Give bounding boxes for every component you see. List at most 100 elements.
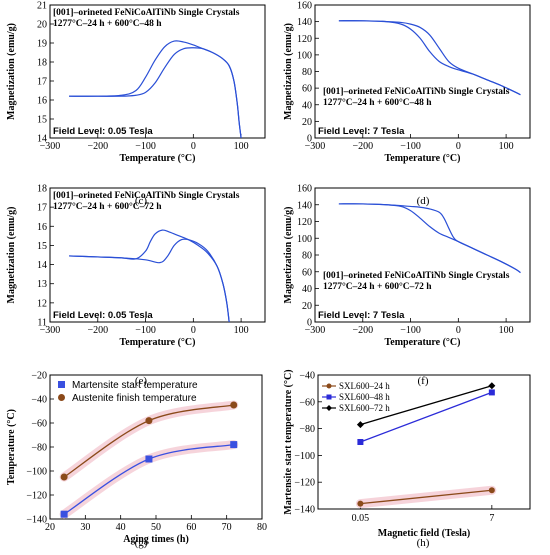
x-tick-label-f: −300 [305, 325, 326, 336]
x-tick-label-c: 100 [234, 141, 249, 152]
y-tick-label-c: 20 [37, 20, 47, 31]
x-tick-label-g: 30 [80, 522, 90, 533]
x-tick-label-d: −200 [352, 141, 373, 152]
data-point-h-1 [488, 487, 495, 494]
y-tick-label-d: 160 [297, 1, 312, 12]
x-tick-label-f: 0 [456, 325, 461, 336]
y-tick-label-g: −100 [26, 467, 47, 478]
y-tick-label-c: 19 [37, 39, 47, 50]
series-line-h-1 [360, 489, 492, 505]
y-tick-label-f: 0 [307, 318, 312, 329]
y-tick-label-d: 140 [297, 17, 312, 28]
legend-label-h-1: SXL600–24 h [339, 381, 390, 391]
y-tick-label-f: 40 [302, 284, 312, 295]
x-tick-label-c: 0 [191, 141, 196, 152]
x-tick-label-d: 100 [499, 141, 514, 152]
data-point-g-2 [145, 417, 153, 425]
annotation-d-1: [001]–orineted FeNiCoAlTiNb Single Cryst… [323, 87, 510, 97]
legend-label-h-2: SXL600–48 h [339, 392, 390, 402]
y-tick-label-e: 12 [37, 298, 47, 309]
data-point-g-2 [60, 473, 68, 481]
series-line-e-2 [69, 238, 230, 322]
x-tick-label-e: 100 [234, 325, 249, 336]
x-tick-label-g: 40 [116, 522, 126, 533]
field-level-e: Field Level: 0.05 Tesla [53, 310, 153, 321]
annotation-c-2: 1277°C–24 h + 600°C–48 h [53, 18, 162, 29]
y-tick-label-e: 11 [37, 318, 47, 329]
panel-g: −140 −120 −100 −80 −60 −40 −20 20 30 40 50 60 70 80 Ag… [6, 371, 267, 550]
y-tick-label-h: −140 [294, 505, 315, 516]
field-level-d: Field Level: 7 Tesla [318, 126, 405, 137]
data-point-h-3 [356, 421, 364, 429]
x-tick-label-e: 0 [191, 325, 196, 336]
legend-marker-h [326, 405, 332, 411]
y-tick-label-e: 18 [37, 184, 47, 195]
x-tick-label-e: −200 [87, 325, 108, 336]
x-tick-label-e: −300 [40, 325, 61, 336]
trend-band-g-2 [59, 400, 239, 482]
series-line-e-1 [69, 229, 230, 322]
annotation-e-1: [001]–orineted FeNiCoAlTiNb Single Cryst… [53, 191, 240, 201]
legend-marker-g [58, 394, 65, 401]
y-tick-label-c: 16 [37, 96, 47, 107]
y-axis-label-h: Martensite start temperature (°C) [283, 369, 294, 514]
annotation-e-2: 1277°C–24 h + 600°C–72 h [53, 201, 162, 212]
y-tick-label-f: 160 [297, 184, 312, 195]
y-tick-label-g: −140 [26, 515, 47, 526]
y-tick-label-c: 14 [37, 134, 47, 145]
y-axis-label-c: Magnetization (emu/g) [6, 23, 17, 120]
y-tick-label-g: −120 [26, 491, 47, 502]
panel-e: 11 12 13 14 15 16 17 18 −300 −200 −100 0 100 Temperat… [6, 184, 266, 387]
data-point-h-1 [357, 500, 364, 507]
y-tick-label-d: 100 [297, 50, 312, 61]
y-tick-label-h: −120 [294, 478, 315, 489]
x-axis-label-e: Temperature (°C) [120, 337, 196, 348]
x-tick-label-c: −300 [40, 141, 61, 152]
y-tick-label-c: 18 [37, 58, 47, 69]
series-line-d-1 [338, 20, 521, 96]
y-tick-label-e: 16 [37, 222, 47, 233]
data-point-g-1 [145, 455, 153, 463]
panel-h: −140 −120 −100 −80 −60 −40 0.05 7 Magnetic field… [283, 369, 531, 549]
panel-d: 0 20 40 60 80 100 120 140 160 −300 −200 −100 0 100 Tem… [283, 1, 531, 207]
y-axis-label-f: Magnetization (emu/g) [283, 207, 294, 304]
y-tick-label-e: 17 [37, 203, 47, 214]
panel-label-d: (d) [417, 195, 430, 207]
y-tick-label-g: −20 [31, 371, 47, 382]
y-tick-label-g: −60 [31, 419, 47, 430]
y-tick-label-f: 100 [297, 234, 312, 245]
x-tick-label-g: 80 [257, 522, 267, 533]
y-tick-label-h: −100 [294, 451, 315, 462]
series-line-c-1 [69, 40, 242, 138]
series-line-f-1 [338, 203, 521, 274]
x-tick-label-d: −300 [305, 141, 326, 152]
y-tick-label-f: 20 [302, 301, 312, 312]
panel-label-h: (h) [417, 537, 430, 549]
y-axis-label-e: Magnetization (emu/g) [6, 207, 17, 304]
y-tick-label-d: 120 [297, 34, 312, 45]
x-axis-label-d: Temperature (°C) [385, 153, 461, 164]
series-line-d-2 [338, 20, 521, 96]
panel-label-e: (e) [135, 375, 148, 387]
x-tick-label-g: 50 [151, 522, 161, 533]
y-axis-label-d: Magnetization (emu/g) [283, 23, 294, 120]
legend-marker-h [326, 383, 332, 389]
x-tick-label-f: 100 [499, 325, 514, 336]
y-tick-label-g: −80 [31, 443, 47, 454]
x-axis-label-f: Temperature (°C) [385, 337, 461, 348]
x-axis-label-h: Magnetic field (Tesla) [378, 528, 470, 539]
data-point-h-2 [488, 389, 495, 396]
y-tick-label-c: 17 [37, 77, 47, 88]
y-tick-label-f: 140 [297, 200, 312, 211]
panel-c: 14 15 16 17 18 19 20 21 −300 −200 −100 0 100 Temperat… [6, 1, 266, 207]
data-point-h-3 [488, 382, 496, 390]
panel-label-f: (f) [418, 375, 429, 387]
annotation-f-1: [001]–orineted FeNiCoAlTiNb Single Cryst… [323, 271, 510, 281]
plot-frame-c [49, 4, 266, 139]
annotation-f-2: 1277°C–24 h + 600°C–72 h [323, 281, 432, 292]
x-tick-label-f: −200 [352, 325, 373, 336]
x-tick-label-c: −200 [87, 141, 108, 152]
data-point-g-2 [230, 401, 238, 409]
series-line-h-2 [360, 391, 493, 443]
